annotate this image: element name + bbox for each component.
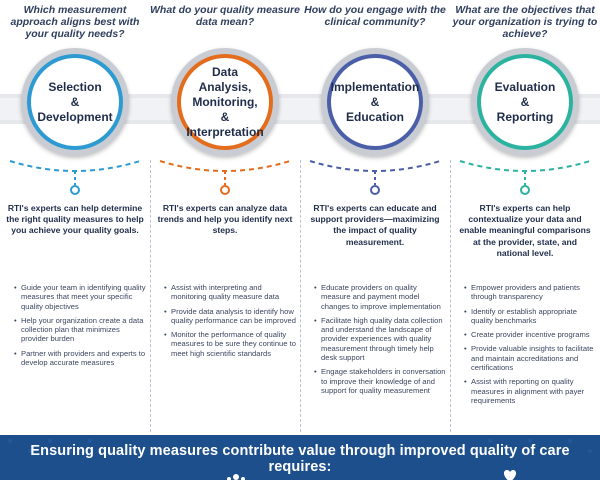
stage-title-line: Evaluation bbox=[494, 79, 556, 94]
dashed-connector-icon bbox=[9, 160, 141, 195]
stage-title-line: Selection bbox=[48, 79, 102, 94]
question-text: How do you engage with the clinical comm… bbox=[304, 4, 446, 28]
network-icon bbox=[227, 474, 245, 480]
list-item: Empower providers and patients through t… bbox=[464, 283, 596, 302]
lead-statement: RTI's experts can help determine the rig… bbox=[6, 203, 144, 236]
banner-title: Ensuring quality measures contribute val… bbox=[30, 443, 570, 475]
stage-circle-ring: Data Analysis, Monitoring, & Interpretat… bbox=[177, 54, 273, 150]
stage-title-line: Education bbox=[345, 109, 404, 124]
list-item: Provide valuable insights to facilitate … bbox=[464, 344, 596, 372]
list-item: Partner with providers and experts to de… bbox=[14, 349, 146, 368]
column-selection-development: Which measurement approach aligns best w… bbox=[0, 0, 150, 435]
column-divider bbox=[450, 160, 451, 432]
banner-pattern bbox=[8, 439, 592, 453]
stage-circle: Evaluation & Reporting bbox=[471, 48, 579, 156]
list-item: Assist with interpreting and monitoring … bbox=[164, 283, 296, 302]
bullet-list: Educate providers on quality measure and… bbox=[314, 283, 446, 400]
list-item: Create provider incentive programs bbox=[464, 330, 596, 340]
stage-title-line: Development bbox=[37, 109, 113, 124]
dashed-connector-icon bbox=[459, 160, 591, 195]
lead-statement: RTI's experts can educate and support pr… bbox=[310, 203, 440, 247]
column-evaluation-reporting: What are the objectives that your organi… bbox=[450, 0, 600, 435]
dashed-connector-icon bbox=[309, 160, 441, 195]
list-item: Engage stakeholders in conversation to i… bbox=[314, 367, 446, 395]
bullet-list: Guide your team in identifying quality m… bbox=[14, 283, 146, 372]
stage-title-line: Implementation bbox=[330, 79, 420, 94]
list-item: Assist with reporting on quality measure… bbox=[464, 377, 596, 405]
stage-title-line: Reporting bbox=[496, 109, 554, 124]
question-text: What do your quality measure data mean? bbox=[150, 4, 300, 28]
list-item: Help your organization create a data col… bbox=[14, 316, 146, 344]
lead-statement: RTI's experts can analyze data trends an… bbox=[157, 203, 293, 236]
list-item: Monitor the performance of quality measu… bbox=[164, 330, 296, 358]
stage-title: Implementation & Education bbox=[327, 80, 424, 125]
stage-circle: Implementation & Education bbox=[321, 48, 429, 156]
stage-circle: Selection & Development bbox=[21, 48, 129, 156]
lead-statement: RTI's experts can help contextualize you… bbox=[459, 203, 591, 258]
dashed-connector-icon bbox=[159, 160, 291, 195]
column-divider bbox=[150, 160, 151, 432]
stage-circle-ring: Selection & Development bbox=[27, 54, 123, 150]
stage-circle: Data Analysis, Monitoring, & Interpretat… bbox=[171, 48, 279, 156]
stage-title: Evaluation & Reporting bbox=[491, 80, 560, 125]
bullet-list: Empower providers and patients through t… bbox=[464, 283, 596, 410]
stage-title-line: & bbox=[370, 94, 380, 109]
question-text: What are the objectives that your organi… bbox=[452, 4, 598, 40]
column-data-analysis: What do your quality measure data mean? … bbox=[150, 0, 300, 435]
stage-title-line: & bbox=[70, 94, 80, 109]
bullet-list: Assist with interpreting and monitoring … bbox=[164, 283, 296, 363]
stage-title-line: & bbox=[520, 94, 530, 109]
stage-title-line: Interpretation bbox=[186, 124, 264, 139]
stage-title-line: Monitoring, bbox=[192, 94, 258, 109]
stage-title: Selection & Development bbox=[33, 80, 116, 125]
list-item: Facilitate high quality data collection … bbox=[314, 316, 446, 362]
list-item: Guide your team in identifying quality m… bbox=[14, 283, 146, 311]
stage-title-line: & bbox=[220, 109, 230, 124]
heart-icon bbox=[504, 470, 516, 480]
stage-circle-ring: Implementation & Education bbox=[327, 54, 423, 150]
column-divider bbox=[300, 160, 301, 432]
stage-title: Data Analysis, Monitoring, & Interpretat… bbox=[181, 65, 269, 140]
question-text: Which measurement approach aligns best w… bbox=[10, 4, 140, 40]
list-item: Provide data analysis to identify how qu… bbox=[164, 307, 296, 326]
column-implementation-education: How do you engage with the clinical comm… bbox=[300, 0, 450, 435]
stage-title-line: Data Analysis, bbox=[198, 64, 252, 94]
stage-circle-ring: Evaluation & Reporting bbox=[477, 54, 573, 150]
bottom-banner: Ensuring quality measures contribute val… bbox=[0, 435, 600, 480]
list-item: Identify or establish appropriate qualit… bbox=[464, 307, 596, 326]
list-item: Educate providers on quality measure and… bbox=[314, 283, 446, 311]
